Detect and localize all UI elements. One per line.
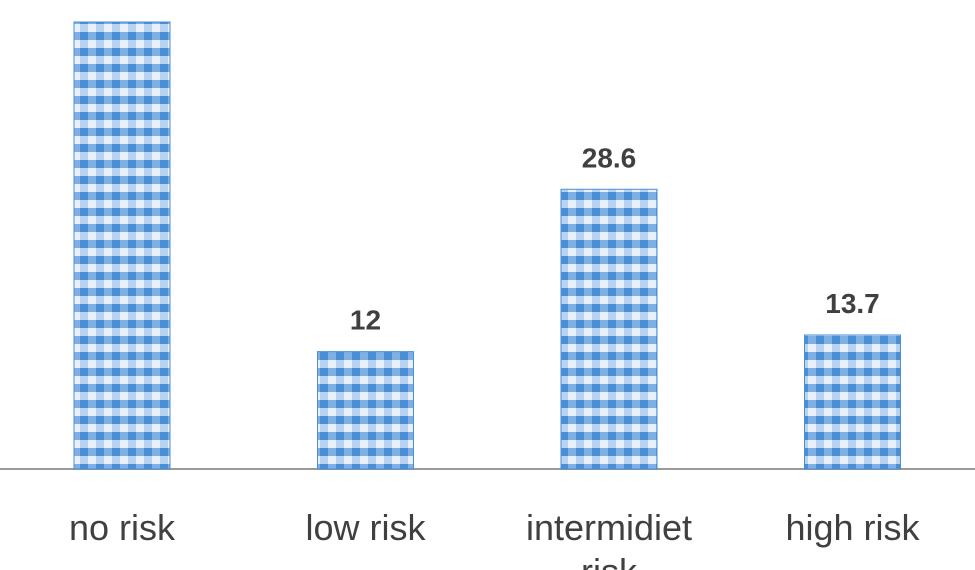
value-label: 12 — [350, 305, 381, 336]
x-tick-label: no risk — [68, 507, 176, 548]
bar — [804, 334, 901, 470]
x-tick-label: intermidiet risk — [525, 507, 693, 570]
bar — [317, 351, 414, 470]
x-tick-label: high risk — [785, 507, 920, 548]
value-label: 28.6 — [582, 142, 637, 173]
x-tick-label: low risk — [305, 507, 426, 548]
value-label: 13.7 — [825, 288, 880, 319]
bar — [73, 21, 171, 470]
bar — [560, 188, 658, 470]
